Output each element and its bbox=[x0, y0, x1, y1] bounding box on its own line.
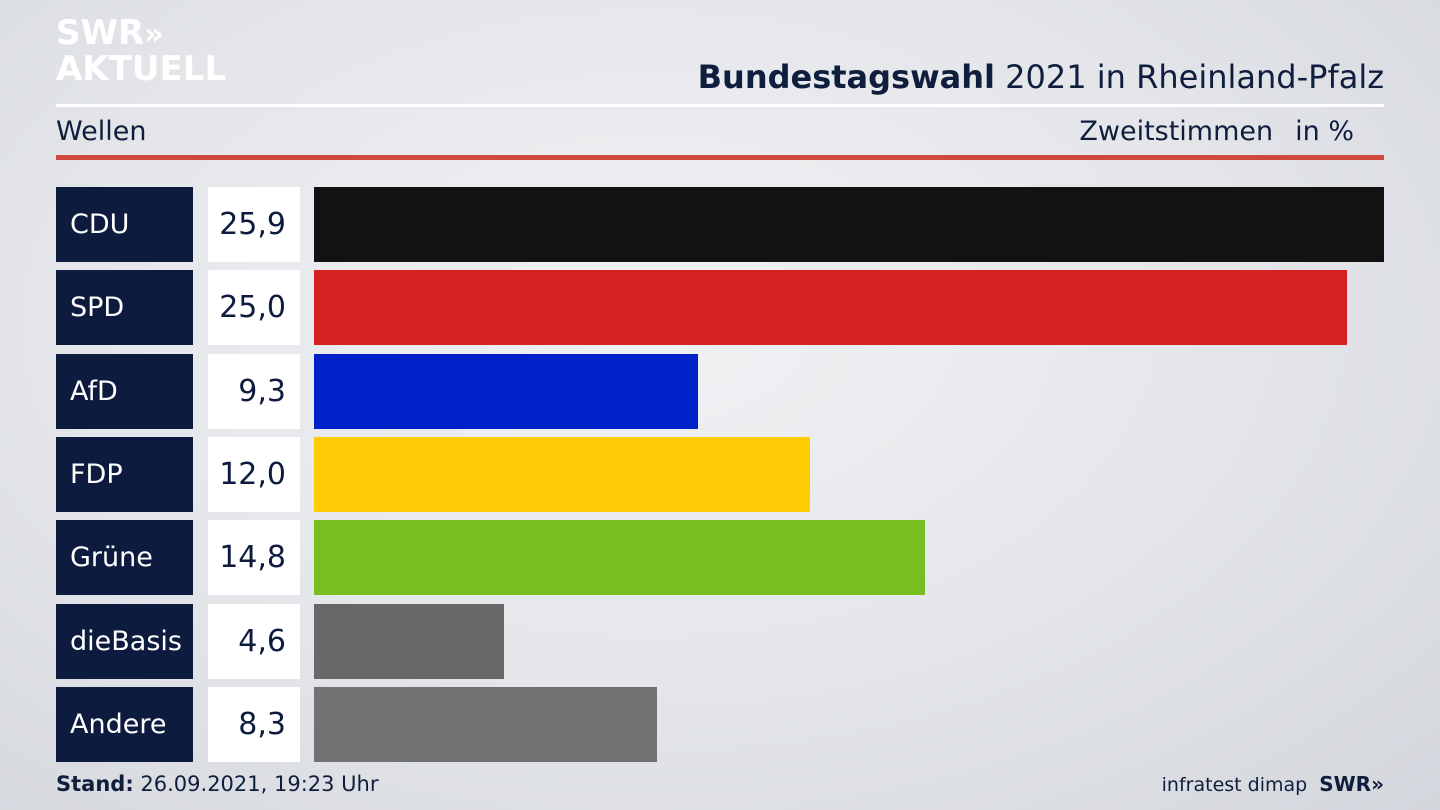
header-divider bbox=[56, 104, 1384, 107]
swr-aktuell-logo: SWR» AKTUELL bbox=[56, 16, 226, 86]
party-label: dieBasis bbox=[56, 603, 193, 679]
logo-aktuell: AKTUELL bbox=[56, 49, 227, 89]
chart-subtitle: Wellen bbox=[56, 116, 147, 147]
timestamp: Stand: 26.09.2021, 19:23 Uhr bbox=[56, 772, 379, 796]
measure-label: Zweitstimmen in % bbox=[1079, 116, 1354, 147]
bar-row: Andere 8,3 bbox=[56, 686, 1384, 762]
bar bbox=[314, 603, 504, 679]
value-label: 9,3 bbox=[208, 353, 300, 429]
bar bbox=[314, 686, 657, 762]
measure-unit: in % bbox=[1295, 116, 1354, 147]
measure-name: Zweitstimmen bbox=[1079, 116, 1274, 147]
bar-row: dieBasis 4,6 bbox=[56, 603, 1384, 679]
bar-row: FDP 12,0 bbox=[56, 436, 1384, 512]
party-label: AfD bbox=[56, 353, 193, 429]
bar-row: CDU 25,9 bbox=[56, 187, 1384, 262]
title-rest: 2021 in Rheinland-Pfalz bbox=[995, 58, 1384, 96]
party-label: Grüne bbox=[56, 520, 193, 596]
value-label: 12,0 bbox=[208, 436, 300, 512]
value-label: 14,8 bbox=[208, 520, 300, 596]
chart-title: Bundestagswahl 2021 in Rheinland-Pfalz bbox=[698, 58, 1384, 96]
bar-row: Grüne 14,8 bbox=[56, 520, 1384, 596]
source-name: infratest dimap bbox=[1161, 774, 1308, 796]
bar bbox=[314, 353, 698, 429]
value-label: 25,9 bbox=[208, 187, 300, 262]
party-label: CDU bbox=[56, 187, 193, 262]
accent-divider bbox=[56, 155, 1384, 160]
logo-swr: SWR bbox=[56, 13, 145, 53]
stand-label: Stand: bbox=[56, 772, 134, 796]
footer-swr-logo: SWR» bbox=[1319, 772, 1384, 796]
bar-row: AfD 9,3 bbox=[56, 353, 1384, 429]
party-label: Andere bbox=[56, 686, 193, 762]
value-label: 8,3 bbox=[208, 686, 300, 762]
party-label: FDP bbox=[56, 436, 193, 512]
value-label: 4,6 bbox=[208, 603, 300, 679]
source-credit: infratest dimap SWR» bbox=[1162, 772, 1384, 796]
bar bbox=[314, 187, 1384, 262]
stand-value: 26.09.2021, 19:23 Uhr bbox=[133, 772, 379, 796]
bar-row: SPD 25,0 bbox=[56, 270, 1384, 346]
bar bbox=[314, 520, 925, 596]
bar bbox=[314, 436, 810, 512]
title-bold: Bundestagswahl bbox=[697, 58, 995, 96]
value-label: 25,0 bbox=[208, 270, 300, 346]
party-label: SPD bbox=[56, 270, 193, 346]
bar bbox=[314, 270, 1347, 346]
